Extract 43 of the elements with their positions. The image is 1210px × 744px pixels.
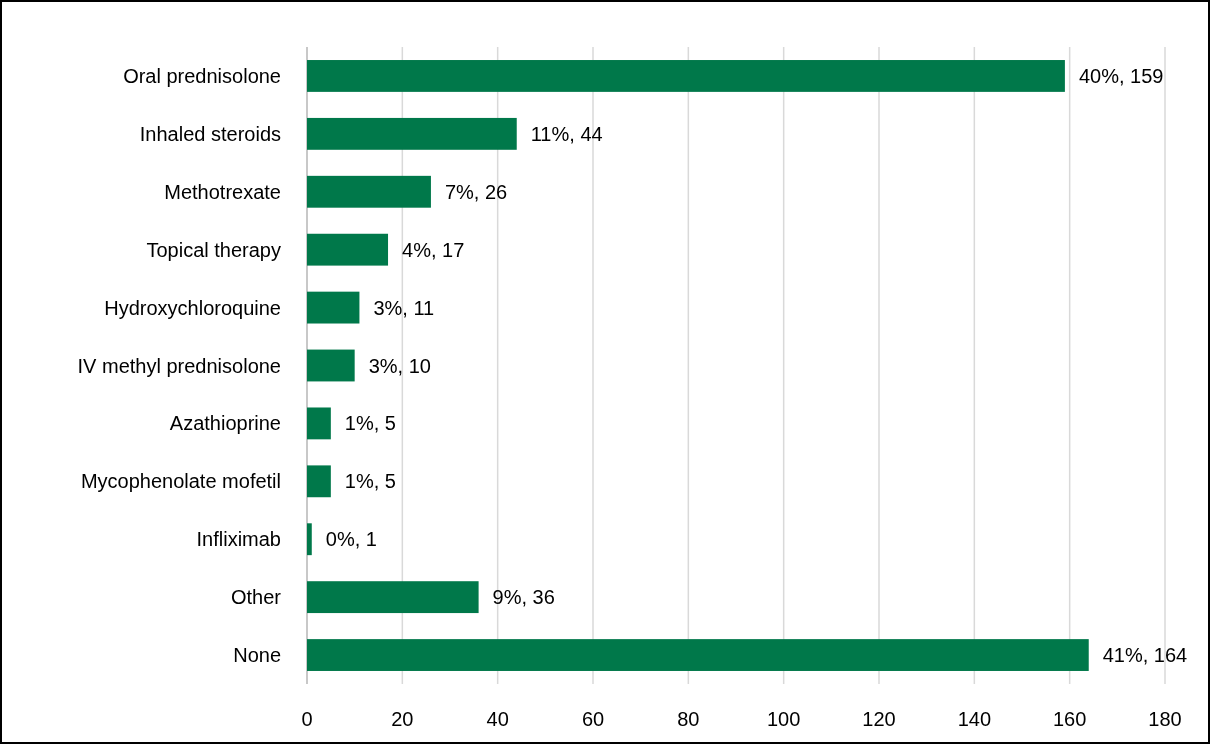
data-label: 0%, 1: [325, 528, 377, 551]
y-tick-label: Mycophenolate mofetil: [80, 470, 281, 493]
y-tick-label: Infliximab: [196, 528, 281, 551]
x-tick-label: 0: [301, 708, 313, 730]
x-tick-label: 160: [1052, 708, 1087, 730]
y-tick-label: Inhaled steroids: [139, 122, 281, 145]
y-tick-label: Azathioprine: [169, 412, 281, 435]
x-tick-label: 60: [581, 708, 605, 730]
bar: [307, 581, 479, 614]
bar: [307, 407, 331, 440]
y-tick-label: Other: [230, 586, 282, 609]
y-tick-label: IV methyl prednisolone: [77, 354, 281, 377]
x-tick-label: 100: [766, 708, 801, 730]
y-tick-label: Hydroxychloroquine: [104, 296, 281, 319]
y-tick-label: None: [233, 644, 281, 667]
x-tick-label: 120: [862, 708, 896, 730]
data-label: 3%, 11: [373, 296, 435, 319]
data-label: 11%, 44: [530, 122, 603, 145]
bar: [307, 175, 431, 208]
bar: [307, 639, 1089, 671]
bar: [307, 117, 517, 150]
bar: [307, 523, 312, 556]
data-label: 41%, 164: [1102, 644, 1188, 667]
data-label: 9%, 36: [492, 586, 555, 609]
x-tick-label: 80: [677, 708, 700, 730]
bar: [307, 291, 360, 324]
bar: [307, 233, 389, 266]
x-tick-label: 20: [391, 708, 414, 730]
x-tick-label: 180: [1148, 708, 1182, 730]
data-label: 1%, 5: [344, 470, 396, 493]
data-label: 40%, 159: [1078, 64, 1164, 87]
bar: [307, 60, 1065, 92]
y-tick-label: Methotrexate: [164, 180, 281, 203]
data-label: 4%, 17: [402, 238, 465, 261]
data-label: 3%, 10: [368, 354, 431, 377]
data-label: 1%, 5: [344, 412, 396, 435]
x-tick-label: 40: [486, 708, 509, 730]
bar: [307, 349, 355, 382]
x-tick-label: 140: [957, 708, 992, 730]
y-tick-label: Oral prednisolone: [123, 64, 281, 87]
y-tick-label: Topical therapy: [146, 238, 281, 261]
bar: [307, 465, 331, 498]
data-label: 7%, 26: [444, 180, 508, 203]
